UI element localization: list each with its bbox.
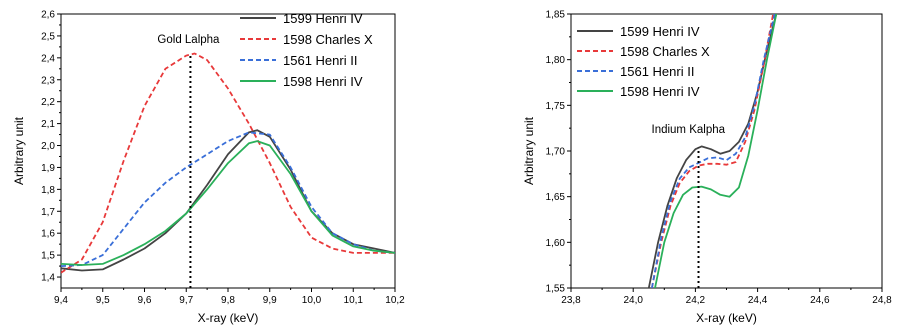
y-tick-label: 1,65 xyxy=(546,192,566,203)
legend-label-2: 1598 Charles X xyxy=(283,32,373,47)
series-line-3 xyxy=(61,131,395,267)
y-tick-label: 2,1 xyxy=(41,119,55,130)
x-axis-label: X-ray (keV) xyxy=(696,311,757,325)
y-tick-label: 1,6 xyxy=(41,229,55,240)
y-tick-label: 2,3 xyxy=(41,75,55,86)
legend-label-3: 1561 Henri II xyxy=(283,53,357,68)
series-line-4 xyxy=(61,140,395,266)
series-line-2 xyxy=(651,14,774,288)
series-line-4 xyxy=(654,14,778,288)
y-tick-label: 1,60 xyxy=(546,238,566,249)
y-axis-label: Arbitrary unit xyxy=(522,116,536,185)
y-tick-label: 2,4 xyxy=(41,53,55,64)
y-tick-label: 1,85 xyxy=(546,10,566,21)
series-line-3 xyxy=(651,14,776,288)
x-tick-label: 9,5 xyxy=(96,295,110,306)
y-tick-label: 1,4 xyxy=(41,273,55,284)
x-tick-label: 9,4 xyxy=(54,295,68,306)
y-tick-label: 1,5 xyxy=(41,251,55,262)
legend-label-1: 1599 Henri IV xyxy=(620,24,700,39)
x-tick-label: 24,0 xyxy=(623,295,643,306)
y-tick-label: 2,2 xyxy=(41,97,55,108)
x-axis-label: X-ray (keV) xyxy=(198,311,259,325)
x-tick-label: 9,9 xyxy=(263,295,277,306)
y-tick-label: 1,55 xyxy=(546,284,566,295)
y-tick-label: 1,7 xyxy=(41,207,55,218)
x-tick-label: 10,2 xyxy=(385,295,405,306)
y-tick-label: 1,70 xyxy=(546,147,566,158)
y-tick-label: 1,80 xyxy=(546,55,566,66)
series-line-2 xyxy=(61,52,395,274)
x-tick-label: 10,0 xyxy=(302,295,322,306)
chart-panel-1: 9,4 9,5 9,6 9,7 9,8 9,9 10,0 10,1 10,2 1,4 1,5 1,6 1… xyxy=(12,10,405,326)
x-tick-label: 24,2 xyxy=(686,295,706,306)
x-tick-label: 24,6 xyxy=(810,295,830,306)
legend-label-2: 1598 Charles X xyxy=(620,44,710,59)
y-tick-label: 2,5 xyxy=(41,31,55,42)
y-tick-label: 2,0 xyxy=(41,141,55,152)
y-axis-label: Arbitrary unit xyxy=(12,116,26,185)
annotation-label: Indium Kalpha xyxy=(652,124,726,136)
x-tick-label: 24,4 xyxy=(748,295,768,306)
x-tick-label: 9,8 xyxy=(221,295,235,306)
y-tick-label: 2,6 xyxy=(41,10,55,21)
x-tick-label: 9,7 xyxy=(179,295,193,306)
x-tick-label: 9,6 xyxy=(138,295,152,306)
x-tick-label: 24,8 xyxy=(872,295,892,306)
legend-label-4: 1598 Henri IV xyxy=(620,84,700,99)
y-tick-label: 1,75 xyxy=(546,101,566,112)
chart-panel-2: 23,8 24,0 24,2 24,4 24,6 24,8 1,55 1,60 1,65 1,70… xyxy=(522,10,892,326)
x-tick-label: 23,8 xyxy=(561,295,581,306)
x-tick-label: 10,1 xyxy=(344,295,364,306)
y-tick-label: 1,9 xyxy=(41,163,55,174)
legend-label-1: 1599 Henri IV xyxy=(283,11,363,26)
annotation-label: Gold Lalpha xyxy=(157,34,220,46)
legend-label-4: 1598 Henri IV xyxy=(283,74,363,89)
legend-label-3: 1561 Henri II xyxy=(620,64,694,79)
y-tick-label: 1,8 xyxy=(41,185,55,196)
